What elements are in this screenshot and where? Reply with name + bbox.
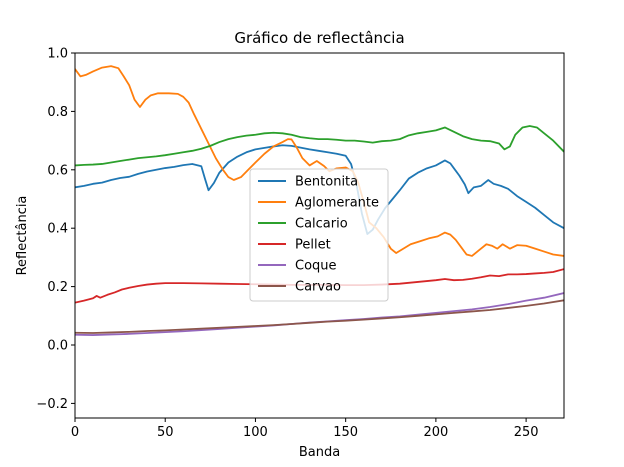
series-line-carvao — [75, 299, 564, 334]
series-line-aglomerante — [75, 65, 564, 257]
y-tick-label: 0.8 — [47, 105, 68, 120]
x-tick-label: 50 — [157, 425, 174, 440]
legend-label: Carvao — [295, 280, 341, 295]
y-tick-label: 0.0 — [47, 339, 68, 354]
x-tick-label: 150 — [333, 425, 358, 440]
x-tick-label: 100 — [243, 425, 268, 440]
y-axis-label: Reflectância — [15, 196, 30, 276]
x-axis-label: Banda — [299, 445, 340, 460]
y-tick-label: 0.2 — [47, 280, 68, 295]
x-axis: 0 50 100 150 200 250 — [71, 418, 539, 440]
legend-label: Bentonita — [295, 175, 358, 190]
series-line-bentonita — [75, 144, 564, 235]
x-tick-label: 250 — [514, 425, 539, 440]
legend-label: Calcario — [295, 217, 348, 232]
plot-area — [74, 52, 565, 419]
legend: Bentonita Aglomerante Calcario Pellet Coque C… — [249, 168, 389, 302]
legend-label: Aglomerante — [295, 196, 379, 211]
chart-title: Gráfico de reflectância — [234, 29, 404, 47]
legend-label: Coque — [295, 259, 337, 274]
y-axis: −0.2 0.0 0.2 0.4 0.6 0.8 1.0 — [36, 47, 75, 412]
legend-label: Pellet — [295, 238, 331, 253]
y-tick-label: 1.0 — [47, 47, 68, 62]
y-tick-label: −0.2 — [36, 397, 68, 412]
y-tick-label: 0.6 — [47, 163, 68, 178]
y-tick-label: 0.4 — [47, 222, 68, 237]
plot-frame — [74, 52, 565, 419]
x-tick-label: 0 — [71, 425, 79, 440]
x-tick-label: 200 — [423, 425, 448, 440]
series-lines — [75, 65, 564, 336]
series-line-calcario — [75, 125, 564, 167]
